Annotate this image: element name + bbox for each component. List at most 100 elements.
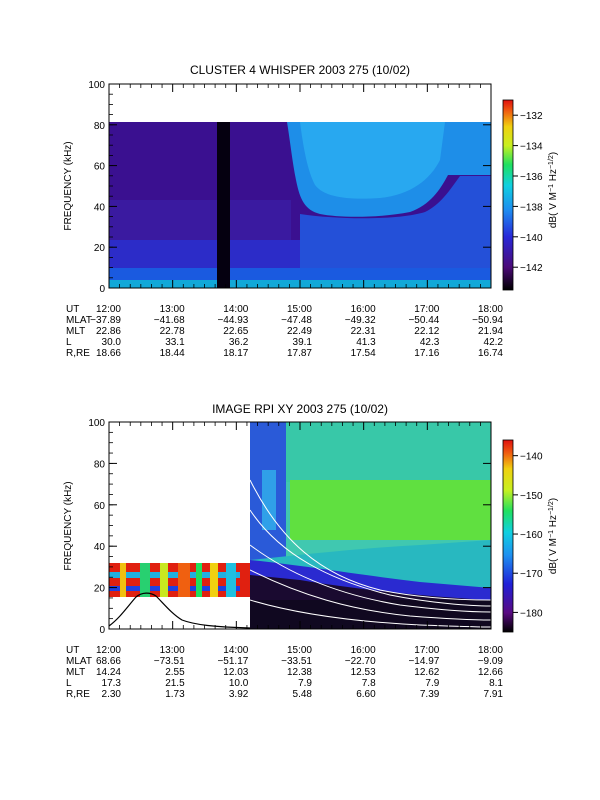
ephemeris-value: −9.09: [478, 656, 504, 667]
panel2-colorbar-ticks: −140 −150 −160 −170 −180: [513, 452, 543, 619]
svg-text:dB( V M−1 Hz−1/2): dB( V M−1 Hz−1/2): [548, 152, 560, 228]
ephemeris-value: 7.8: [362, 678, 376, 689]
y-tick-label: 100: [88, 80, 105, 91]
y-tick-label: 40: [94, 542, 106, 553]
ephemeris-value: 17:00: [414, 645, 439, 656]
y-tick-label: 100: [88, 418, 105, 429]
y-tick-label: 20: [94, 584, 106, 595]
colorbar-tick-label: −134: [520, 142, 543, 153]
ephemeris-value: −49.32: [345, 315, 376, 326]
colorbar-tick-label: −138: [520, 202, 543, 213]
panel2-spectrogram: [250, 422, 491, 629]
y-tick-label: 20: [94, 243, 106, 254]
ephemeris-value: 12.38: [287, 667, 312, 678]
ephemeris-value: 21.5: [165, 678, 185, 689]
ephemeris-value: 22.49: [287, 326, 312, 337]
panel2-ylabel: FREQUENCY (kHz): [63, 481, 74, 570]
ephemeris-row-label: MLAT: [66, 315, 92, 326]
ephemeris-row-label: UT: [66, 304, 79, 315]
ephemeris-value: 5.48: [293, 689, 313, 700]
ephemeris-value: 6.60: [356, 689, 376, 700]
ephemeris-value: 22.78: [160, 326, 185, 337]
y-tick-label: 60: [94, 501, 106, 512]
panel1-colorbar-label: dB( V M−1 Hz−1/2): [548, 152, 560, 228]
panel1-emission-lower: [300, 176, 491, 268]
ephemeris-value: 2.55: [165, 667, 185, 678]
panel2-title: IMAGE RPI XY 2003 275 (10/02): [212, 402, 388, 416]
ephemeris-value: 7.39: [420, 689, 440, 700]
ephemeris-value: 18:00: [478, 304, 503, 315]
ephemeris-value: 12.03: [223, 667, 248, 678]
ephemeris-row-label: L: [66, 337, 72, 348]
panel1-spectrogram: [109, 122, 491, 288]
svg-text:dB( V M−1 Hz−1/2): dB( V M−1 Hz−1/2): [548, 498, 560, 574]
ephemeris-row-label: R,RE: [66, 689, 90, 700]
colorbar-tick-label: −132: [520, 111, 543, 122]
ephemeris-value: 16:00: [351, 304, 376, 315]
ephemeris-value: −73.51: [154, 656, 185, 667]
colorbar-tick-label: −142: [520, 263, 543, 274]
ephemeris-value: 22.86: [96, 326, 121, 337]
ephemeris-row-label: UT: [66, 645, 79, 656]
panel2-left-column-b: [262, 470, 276, 530]
panel1-data-gap: [217, 122, 230, 288]
panel1-colorbar: [502, 99, 514, 291]
panel2-curve-1: [250, 479, 491, 601]
colorbar-tick-label: −170: [520, 569, 543, 580]
panel1-ylabel: FREQUENCY (kHz): [63, 141, 74, 230]
ephemeris-value: 8.1: [489, 678, 503, 689]
ephemeris-value: 18:00: [478, 645, 503, 656]
panel2-curve-2: [250, 509, 491, 607]
ephemeris-value: 16:00: [351, 645, 376, 656]
ephemeris-value: 17.54: [351, 348, 376, 359]
ephemeris-value: 18.44: [160, 348, 185, 359]
y-tick-label: 0: [99, 284, 105, 295]
panel2-curve-4: [250, 569, 491, 621]
ephemeris-value: 3.92: [229, 689, 249, 700]
panel1-x-axis: [108, 84, 492, 288]
ephemeris-value: 17.16: [414, 348, 439, 359]
panel1-y-axis: 0 20 40 60 80 100: [88, 80, 491, 295]
panel2-bottom-dark: [250, 600, 491, 629]
panel1-ephemeris: UT 12:00 13:00 14:00 15:00 16:00 17:00 18:00 MLA…: [66, 304, 503, 359]
ephemeris-value: −50.94: [472, 315, 503, 326]
ephemeris-value: 14:00: [223, 304, 248, 315]
panel1-mid-band: [109, 200, 291, 240]
colorbar-tick-label: −150: [520, 491, 543, 502]
panel2-curve-5: [250, 599, 491, 628]
ephemeris-value: 18.17: [223, 348, 248, 359]
ephemeris-value: 7.91: [484, 689, 504, 700]
ephemeris-row-label: R,RE: [66, 348, 90, 359]
ephemeris-value: 17.3: [102, 678, 122, 689]
ephemeris-value: −47.48: [281, 315, 312, 326]
ephemeris-value: 16.74: [478, 348, 503, 359]
ephemeris-value: 22.12: [414, 326, 439, 337]
ephemeris-value: 2.30: [102, 689, 122, 700]
ephemeris-value: 12.62: [414, 667, 439, 678]
ephemeris-value: 12:00: [96, 645, 121, 656]
ephemeris-value: 13:00: [160, 304, 185, 315]
panel2-colorbar: [502, 439, 514, 633]
panel2-curve-3: [250, 544, 491, 613]
ephemeris-value: 17.87: [287, 348, 312, 359]
ephemeris-value: 68.66: [96, 656, 121, 667]
ephemeris-value: 41.3: [356, 337, 376, 348]
ephemeris-row-label: MLAT: [66, 656, 92, 667]
y-tick-label: 80: [94, 121, 106, 132]
panel2-blue-region: [250, 560, 491, 600]
y-tick-label: 0: [99, 625, 105, 636]
ephemeris-value: 12:00: [96, 304, 121, 315]
panel2-ephemeris: UT 12:00 13:00 14:00 15:00 16:00 17:00 18:00 MLA…: [66, 645, 503, 700]
ephemeris-value: 15:00: [287, 645, 312, 656]
panel2-green-band: [290, 480, 491, 540]
panel2-upper-band: [250, 422, 491, 482]
panel2-y-axis: 0 20 40 60 80 100: [88, 418, 491, 636]
ephemeris-value: −41.68: [154, 315, 185, 326]
ephemeris-value: 39.1: [293, 337, 313, 348]
panel2-colorbar-label: dB( V M−1 Hz−1/2): [548, 498, 560, 574]
ephemeris-value: 42.3: [420, 337, 440, 348]
colorbar-tick-label: −160: [520, 530, 543, 541]
ephemeris-value: 21.94: [478, 326, 503, 337]
panel2-x-axis: [108, 422, 492, 629]
